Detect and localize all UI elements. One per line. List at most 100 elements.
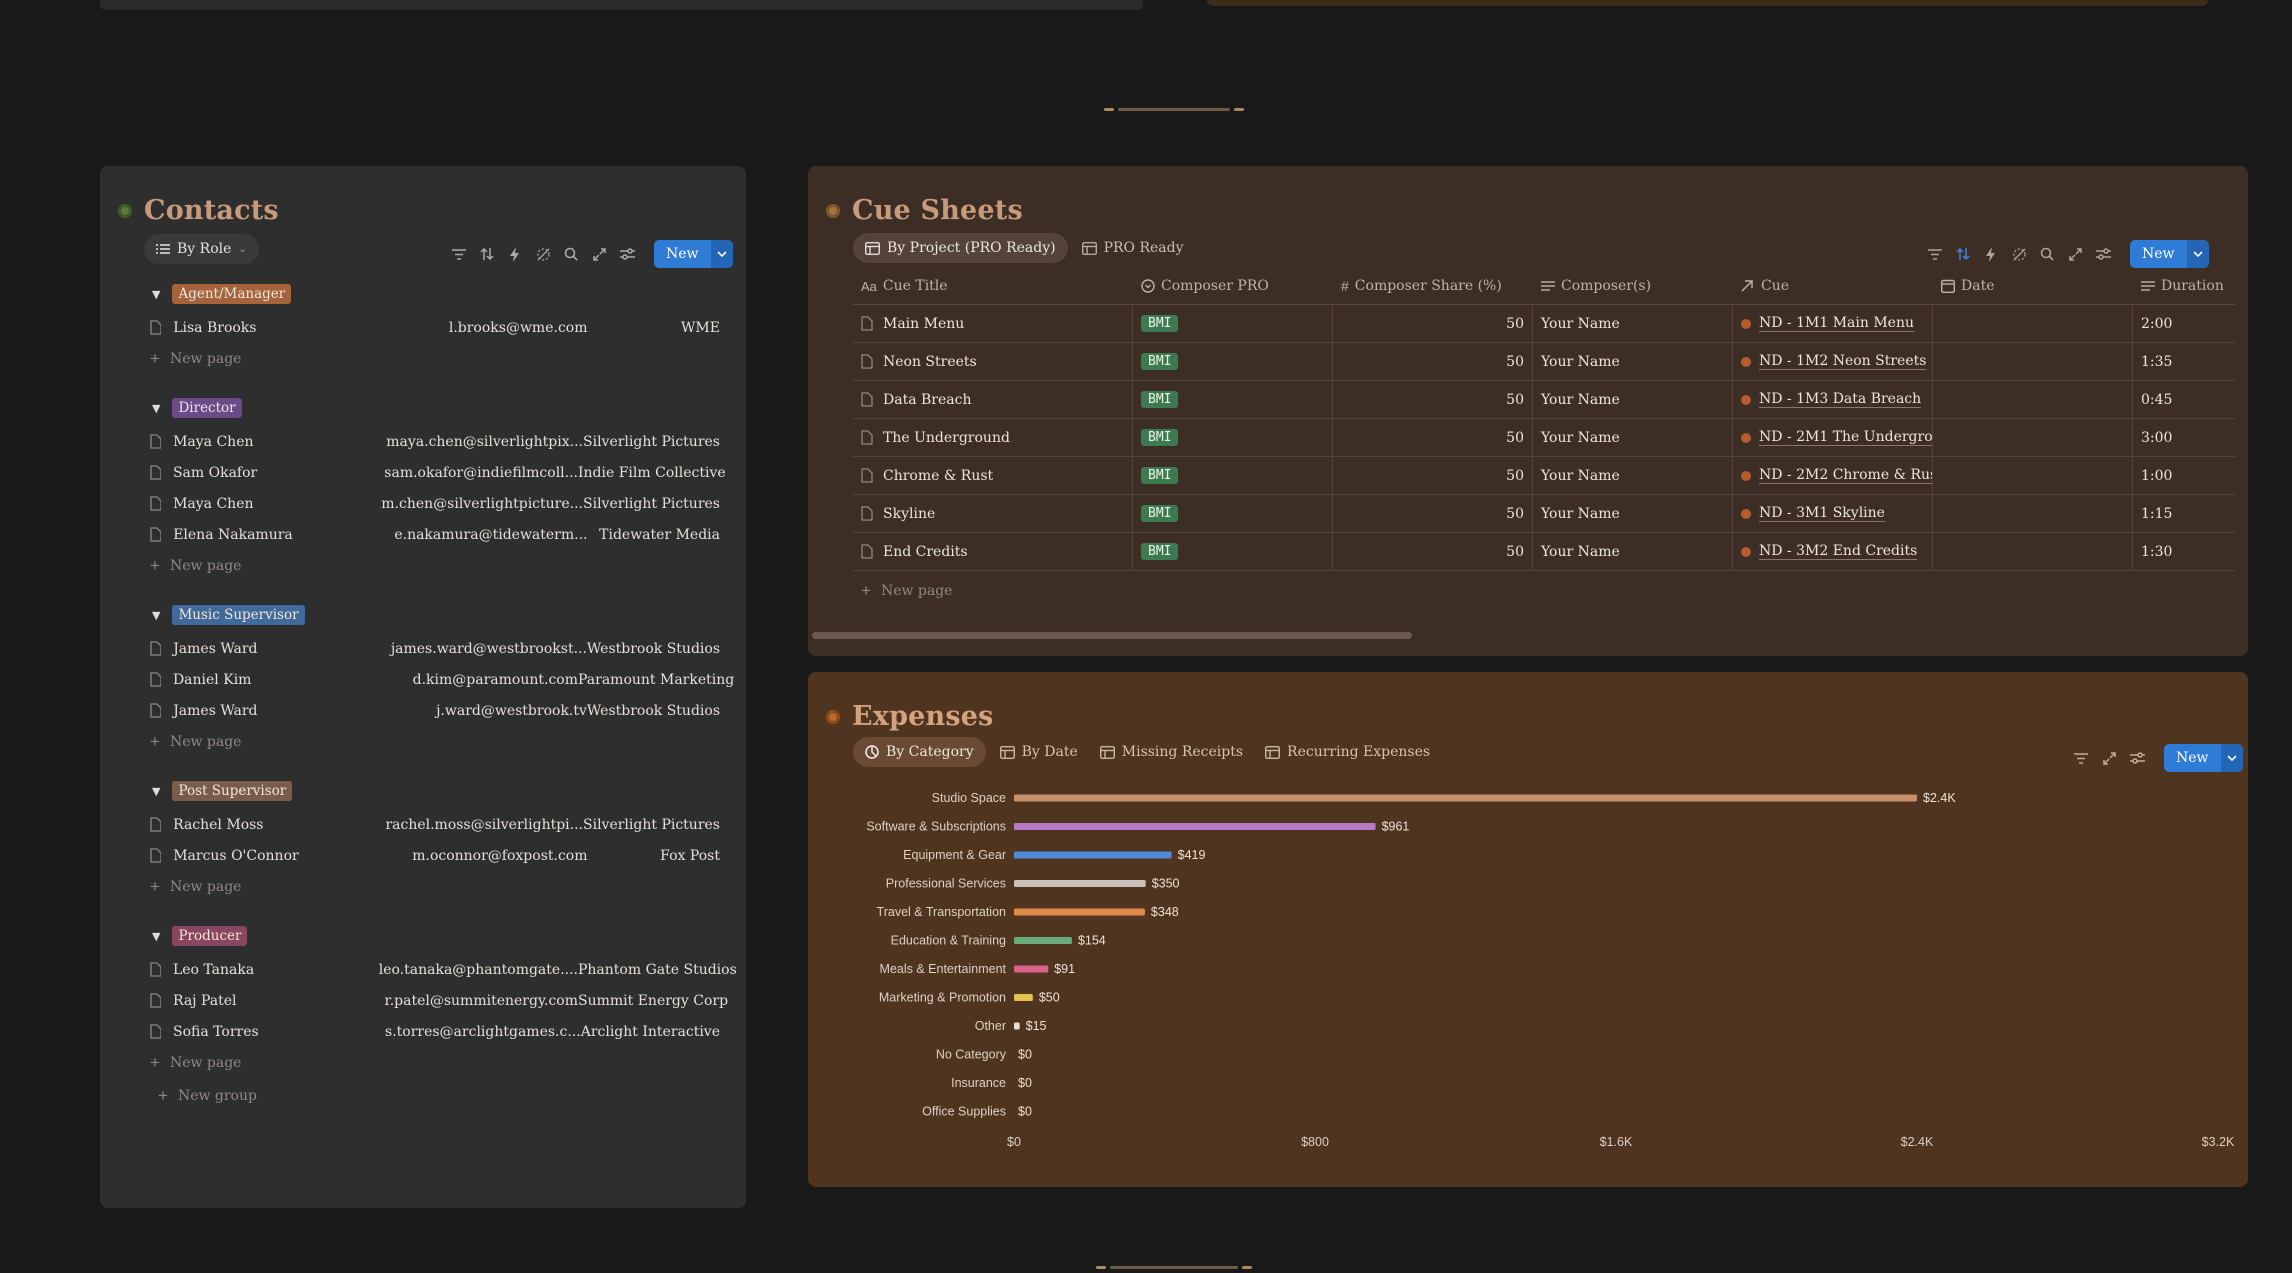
cell-composers[interactable]: Your Name [1533,343,1733,380]
triangle-down-icon[interactable]: ▼ [152,784,161,798]
properties-icon[interactable] [534,245,552,263]
contact-new-page[interactable]: + New page [150,871,720,902]
cell-composer-share[interactable]: 50 [1333,419,1533,456]
col-composers[interactable]: Composer(s) [1533,268,1733,304]
contacts-new-button[interactable]: New [654,240,733,268]
cell-composer-pro[interactable]: BMI [1133,457,1333,494]
triangle-down-icon[interactable]: ▼ [152,401,161,415]
expand-icon[interactable] [2100,749,2118,767]
cell-composer-pro[interactable]: BMI [1133,533,1333,570]
cell-date[interactable] [1933,419,2133,456]
cell-cue[interactable]: ND - 1M2 Neon Streets [1733,343,1933,380]
group-header[interactable]: ▼ Music Supervisor [152,603,720,627]
horizontal-scrollbar[interactable] [812,632,2244,640]
cell-duration[interactable]: 1:35 [2133,343,2235,380]
cue-sheets-new-button[interactable]: New [2130,240,2209,268]
col-composer-share[interactable]: # Composer Share (%) [1341,278,1502,294]
cue-row[interactable]: Data Breach BMI 50 Your Name ND - 1M3 Data B… [853,381,2235,419]
properties-icon[interactable] [2010,245,2028,263]
triangle-down-icon[interactable]: ▼ [152,608,161,622]
cell-cue-title[interactable]: End Credits [853,533,1133,570]
cell-duration[interactable]: 0:45 [2133,381,2235,418]
cell-cue[interactable]: ND - 3M2 End Credits [1733,533,1933,570]
cell-cue[interactable]: ND - 2M1 The Undergroun [1733,419,1933,456]
cell-composers[interactable]: Your Name [1533,495,1733,532]
col-cue[interactable]: Cue [1733,268,1933,304]
col-composer-pro[interactable]: Composer PRO [1133,268,1333,304]
contact-new-page[interactable]: + New page [150,1047,720,1078]
automation-icon[interactable] [506,245,524,263]
cell-cue-title[interactable]: Chrome & Rust [853,457,1133,494]
cell-composers[interactable]: Your Name [1533,305,1733,342]
cue-link[interactable]: ND - 1M3 Data Breach [1759,391,1922,408]
cell-composer-share[interactable]: 50 [1333,305,1533,342]
cell-composer-pro[interactable]: BMI [1133,419,1333,456]
filter-icon[interactable] [450,245,468,263]
contact-row[interactable]: Lisa Brooks l.brooks@wme.com WME [150,312,720,343]
expenses-new-button[interactable]: New [2164,744,2243,772]
contact-row[interactable]: Marcus O'Connor m.oconnor@foxpost.com Fox … [150,840,720,871]
chevron-down-icon[interactable] [710,240,733,268]
expand-icon[interactable] [590,245,608,263]
cell-cue-title[interactable]: Neon Streets [853,343,1133,380]
contact-row[interactable]: Sofia Torres s.torres@arclightgames.c... A… [150,1016,720,1047]
contact-row[interactable]: Rachel Moss rachel.moss@silverlightpi... S… [150,809,720,840]
expense-bar[interactable] [1014,994,1033,1001]
cell-composer-pro[interactable]: BMI [1133,495,1333,532]
search-icon[interactable] [562,245,580,263]
expand-icon[interactable] [2066,245,2084,263]
expense-bar[interactable] [1014,880,1146,887]
cell-cue-title[interactable]: Main Menu [853,305,1133,342]
cue-row[interactable]: The Underground BMI 50 Your Name ND - 2M1 Th… [853,419,2235,457]
cue-row[interactable]: Neon Streets BMI 50 Your Name ND - 1M2 Neon … [853,343,2235,381]
tab-recurring-expenses[interactable]: Recurring Expenses [1257,737,1438,767]
cell-date[interactable] [1933,495,2133,532]
tab-by-project[interactable]: By Project (PRO Ready) [853,233,1068,263]
expense-bar[interactable] [1014,823,1376,830]
cell-duration[interactable]: 1:15 [2133,495,2235,532]
cue-link[interactable]: ND - 1M2 Neon Streets [1759,353,1927,370]
group-header[interactable]: ▼ Post Supervisor [152,779,720,803]
contact-row[interactable]: James Ward james.ward@westbrookst... Westb… [150,633,720,664]
contact-row[interactable]: James Ward j.ward@westbrook.tv Westbrook S… [150,695,720,726]
filter-icon[interactable] [2072,749,2090,767]
cell-composers[interactable]: Your Name [1533,381,1733,418]
contact-row[interactable]: Leo Tanaka leo.tanaka@phantomgate.... Phan… [150,954,737,985]
triangle-down-icon[interactable]: ▼ [152,929,161,943]
view-by-role[interactable]: By Role ⌄ [144,234,259,264]
cell-composer-share[interactable]: 50 [1333,381,1533,418]
contact-new-page[interactable]: + New page [150,343,720,374]
cell-composers[interactable]: Your Name [1533,533,1733,570]
expense-bar[interactable] [1014,965,1049,973]
cell-composers[interactable]: Your Name [1533,419,1733,456]
cell-composer-pro[interactable]: BMI [1133,343,1333,380]
cue-row[interactable]: End Credits BMI 50 Your Name ND - 3M2 End Cr… [853,533,2235,571]
cue-row[interactable]: Skyline BMI 50 Your Name ND - 3M1 Skyline 1:1… [853,495,2235,533]
sort-icon[interactable] [1954,245,1972,263]
sort-icon[interactable] [478,245,496,263]
cell-cue[interactable]: ND - 1M1 Main Menu [1733,305,1933,342]
contact-row[interactable]: Maya Chen m.chen@silverlightpicture... Sil… [150,488,720,519]
expense-bar[interactable] [1014,937,1072,944]
contact-row[interactable]: Daniel Kim d.kim@paramount.com Paramount M… [150,664,734,695]
cue-link[interactable]: ND - 2M1 The Undergroun [1759,429,1932,446]
new-group-button[interactable]: + New group [158,1080,720,1111]
cue-new-page[interactable]: + New page [861,581,953,600]
cell-date[interactable] [1933,457,2133,494]
automation-icon[interactable] [1982,245,2000,263]
contact-row[interactable]: Sam Okafor sam.okafor@indiefilmcoll... Ind… [150,457,726,488]
cell-date[interactable] [1933,381,2133,418]
group-header[interactable]: ▼ Director [152,396,720,420]
expense-bar[interactable] [1014,794,1917,802]
expense-bar[interactable] [1014,851,1172,859]
cell-cue-title[interactable]: Data Breach [853,381,1133,418]
settings-sliders-icon[interactable] [618,245,636,263]
cell-composer-share[interactable]: 50 [1333,457,1533,494]
contact-row[interactable]: Elena Nakamura e.nakamura@tidewaterm... Ti… [150,519,720,550]
cell-duration[interactable]: 1:30 [2133,533,2235,570]
cue-link[interactable]: ND - 3M1 Skyline [1759,505,1885,522]
tab-by-date[interactable]: By Date [992,737,1086,767]
cell-date[interactable] [1933,533,2133,570]
cell-date[interactable] [1933,305,2133,342]
expense-bar[interactable] [1014,1022,1020,1030]
